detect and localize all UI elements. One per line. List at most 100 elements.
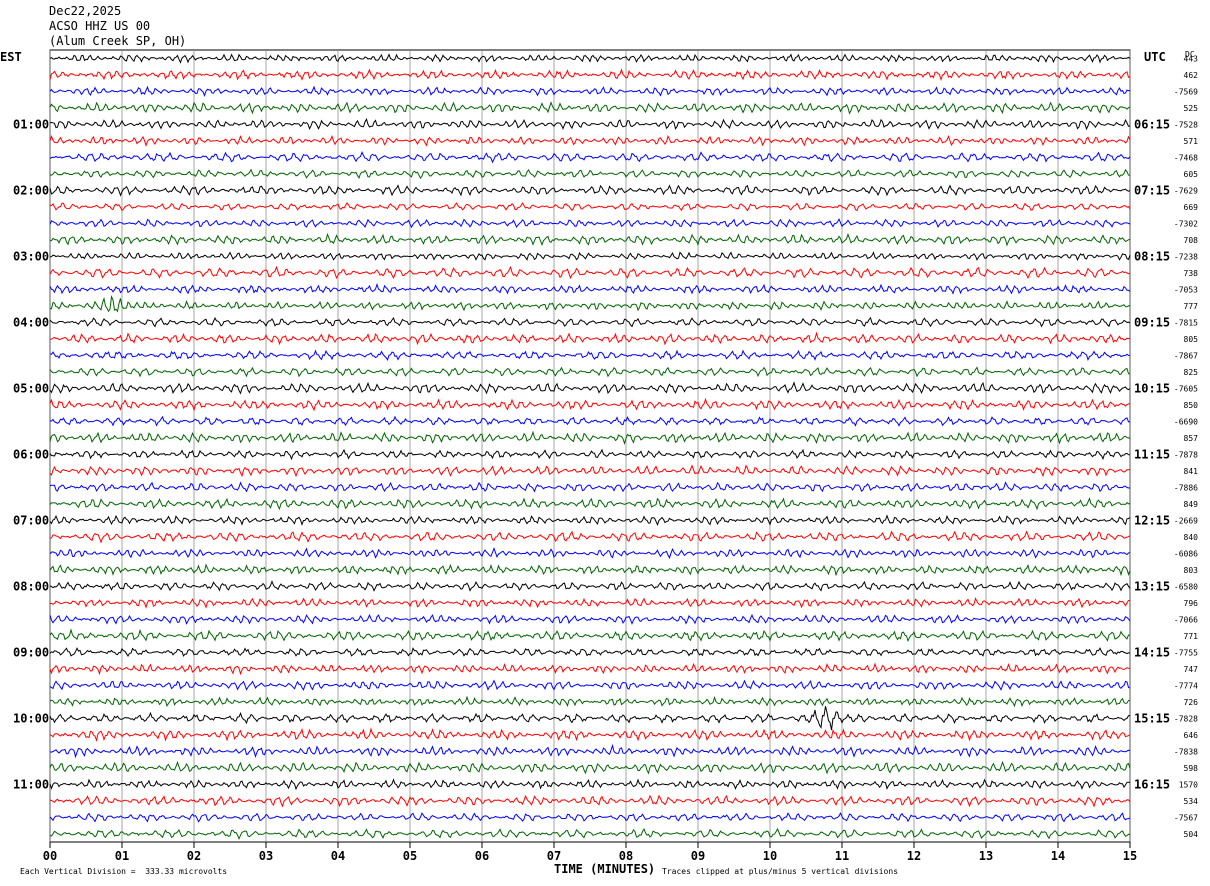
station-label: ACSO HHZ US 00 — [49, 19, 151, 33]
trace-line — [49, 397, 1131, 412]
x-tick-label: 05 — [403, 849, 417, 863]
dc-offset-label: 803 — [1184, 566, 1199, 575]
trace-line — [49, 464, 1131, 478]
dc-offset-label: 605 — [1184, 170, 1199, 179]
trace-line — [49, 628, 1131, 643]
dc-offset-label: -7886 — [1174, 483, 1198, 492]
left-hour-label: 04:00 — [13, 315, 49, 329]
trace-line — [49, 597, 1130, 609]
right-hour-label: 13:15 — [1134, 579, 1170, 593]
dc-offset-label: 462 — [1184, 71, 1199, 80]
trace-line — [49, 218, 1131, 229]
x-tick-label: 07 — [547, 849, 561, 863]
dc-offset-label: 840 — [1184, 533, 1199, 542]
trace-line — [50, 331, 1131, 346]
trace-line — [49, 497, 1131, 511]
dc-offset-label: 669 — [1184, 203, 1199, 212]
right-hour-label: 11:15 — [1134, 447, 1170, 461]
dc-offset-label: -7605 — [1174, 384, 1198, 393]
right-hour-label: 06:15 — [1134, 117, 1170, 131]
dc-offset-label: -7828 — [1174, 714, 1198, 723]
trace-line — [49, 812, 1131, 823]
trace-line — [49, 827, 1131, 840]
trace-line — [49, 530, 1131, 544]
dc-offset-label: 850 — [1184, 401, 1199, 410]
trace-line — [49, 778, 1131, 791]
trace-line — [49, 251, 1131, 262]
trace-line — [49, 316, 1131, 328]
x-tick-label: 12 — [907, 849, 921, 863]
right-hour-label: 07:15 — [1134, 183, 1170, 197]
dc-offset-label: -7528 — [1174, 120, 1198, 129]
trace-line — [49, 679, 1131, 691]
dc-offset-label: -7053 — [1174, 285, 1198, 294]
x-tick-label: 11 — [835, 849, 849, 863]
trace-line — [49, 580, 1131, 592]
dc-offset-label: 796 — [1184, 599, 1199, 608]
dc-offset-label: 708 — [1184, 236, 1199, 245]
x-tick-label: 10 — [763, 849, 777, 863]
trace-line — [49, 481, 1131, 493]
dc-offset-label: -7878 — [1174, 450, 1198, 459]
dc-offset-label: -7066 — [1174, 615, 1198, 624]
right-hour-label: 14:15 — [1134, 645, 1170, 659]
dc-offset-label: 738 — [1184, 269, 1199, 278]
dc-offset-label: -7815 — [1174, 318, 1198, 327]
trace-line — [49, 662, 1131, 676]
x-tick-label: 08 — [619, 849, 633, 863]
x-tick-label: 03 — [259, 849, 273, 863]
trace-line — [49, 613, 1131, 625]
trace-line — [49, 85, 1130, 97]
dc-offset-label: -6086 — [1174, 549, 1198, 558]
left-hour-label: 06:00 — [13, 447, 49, 461]
dc-offset-label: -7468 — [1174, 153, 1198, 162]
trace-line — [50, 232, 1131, 247]
x-tick-label: 09 — [691, 849, 705, 863]
right-hour-label: 16:15 — [1134, 777, 1170, 791]
dc-offset-label: -2669 — [1174, 516, 1198, 525]
right-hour-label: 10:15 — [1134, 381, 1170, 395]
dc-offset-label: 525 — [1184, 104, 1199, 113]
x-tick-label: 02 — [187, 849, 201, 863]
x-tick-label: 00 — [43, 849, 57, 863]
left-hour-label: 02:00 — [13, 183, 49, 197]
dc-offset-label: 777 — [1184, 302, 1199, 311]
trace-line — [49, 381, 1131, 395]
trace-line — [49, 706, 1131, 731]
dc-offset-label: -6690 — [1174, 417, 1198, 426]
right-hour-label: 15:15 — [1134, 711, 1170, 725]
dc-offset-label: 771 — [1184, 632, 1199, 641]
trace-line — [49, 794, 1131, 808]
x-tick-label: 13 — [979, 849, 993, 863]
x-tick-label: 15 — [1123, 849, 1137, 863]
dc-offset-label: 857 — [1184, 434, 1199, 443]
trace-line — [49, 349, 1131, 361]
trace-line — [49, 202, 1131, 212]
dc-offset-label: 747 — [1184, 665, 1199, 674]
plot-frame — [49, 49, 1131, 843]
location-label: (Alum Creek SP, OH) — [49, 34, 187, 48]
left-hour-label: 07:00 — [13, 513, 49, 527]
dc-offset-label: -7567 — [1174, 813, 1198, 822]
trace-line — [49, 415, 1131, 427]
trace-line — [49, 101, 1131, 115]
trace-line — [49, 743, 1131, 759]
trace-line — [49, 184, 1131, 197]
left-hour-label: 01:00 — [13, 117, 49, 131]
right-hour-label: 09:15 — [1134, 315, 1170, 329]
right-timezone-label: UTC — [1144, 50, 1166, 64]
scale-note: Each Vertical Division = 333.33 microvol… — [20, 867, 228, 876]
dc-offset-label: 598 — [1184, 764, 1199, 773]
dc-offset-label: 571 — [1184, 137, 1199, 146]
dc-offset-label: 849 — [1184, 500, 1199, 509]
trace-line — [49, 295, 1131, 313]
dc-offset-label: 805 — [1184, 335, 1199, 344]
trace-line — [49, 366, 1131, 378]
dc-offset-label: 1570 — [1179, 780, 1198, 789]
trace-line — [49, 760, 1131, 775]
dc-offset-label: -7569 — [1174, 87, 1198, 96]
right-hour-label: 12:15 — [1134, 513, 1170, 527]
trace-line — [49, 647, 1131, 657]
dc-offset-label: -7238 — [1174, 252, 1198, 261]
x-tick-label: 04 — [331, 849, 345, 863]
